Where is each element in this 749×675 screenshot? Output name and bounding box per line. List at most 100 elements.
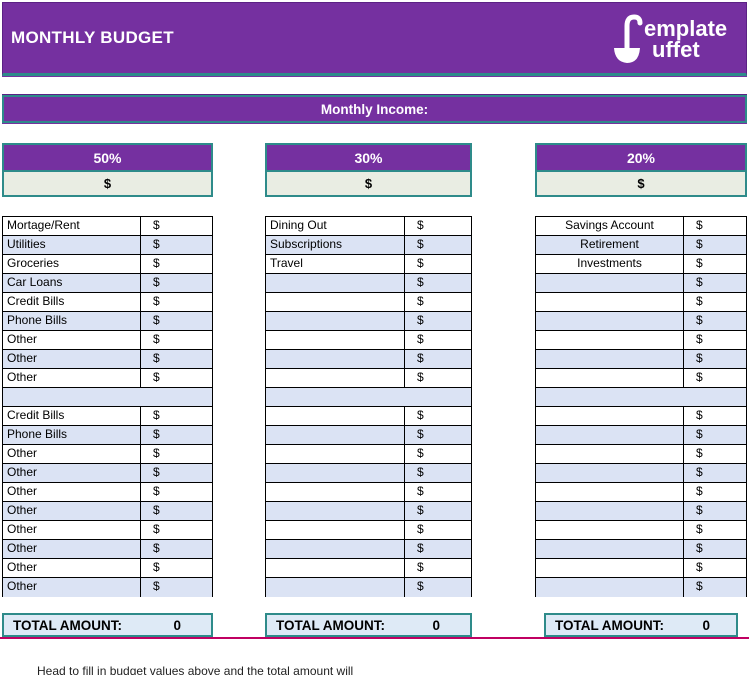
category-cell[interactable]: Retirement: [536, 236, 684, 254]
category-cell[interactable]: [536, 578, 684, 597]
category-cell[interactable]: [266, 483, 405, 501]
amount-cell[interactable]: $: [417, 332, 424, 346]
amount-cell[interactable]: $: [696, 427, 703, 441]
amount-cell[interactable]: [405, 388, 471, 406]
category-cell[interactable]: Travel: [266, 255, 405, 273]
amount-cell[interactable]: $: [696, 484, 703, 498]
amount-cell[interactable]: $: [417, 465, 424, 479]
amount-cell[interactable]: $: [153, 332, 160, 346]
category-cell[interactable]: [266, 331, 405, 349]
category-cell[interactable]: [266, 274, 405, 292]
category-cell[interactable]: Other: [3, 331, 141, 349]
category-cell[interactable]: [536, 388, 684, 406]
amount-cell[interactable]: $: [696, 370, 703, 384]
amount-cell[interactable]: $: [696, 313, 703, 327]
category-cell[interactable]: [266, 388, 405, 406]
category-cell[interactable]: Subscriptions: [266, 236, 405, 254]
amount-cell[interactable]: $: [153, 218, 160, 232]
amount-cell[interactable]: $: [153, 313, 160, 327]
total-value[interactable]: 0: [432, 617, 440, 633]
amount-cell[interactable]: $: [417, 541, 424, 555]
amount-cell[interactable]: $: [417, 427, 424, 441]
category-cell[interactable]: Other: [3, 521, 141, 539]
category-cell[interactable]: Other: [3, 540, 141, 558]
category-cell[interactable]: [536, 464, 684, 482]
category-cell[interactable]: Credit Bills: [3, 407, 141, 425]
category-cell[interactable]: Phone Bills: [3, 312, 141, 330]
category-cell[interactable]: [536, 426, 684, 444]
total-value[interactable]: 0: [173, 617, 181, 633]
category-cell[interactable]: Other: [3, 559, 141, 577]
category-cell[interactable]: [266, 464, 405, 482]
amount-cell[interactable]: $: [417, 256, 424, 270]
category-cell[interactable]: Other: [3, 502, 141, 520]
category-cell[interactable]: Investments: [536, 255, 684, 273]
category-cell[interactable]: [536, 483, 684, 501]
category-cell[interactable]: Groceries: [3, 255, 141, 273]
category-cell[interactable]: [266, 312, 405, 330]
category-cell[interactable]: [266, 521, 405, 539]
amount-cell[interactable]: [684, 388, 746, 406]
category-cell[interactable]: [536, 407, 684, 425]
category-cell[interactable]: [536, 540, 684, 558]
category-cell[interactable]: [266, 445, 405, 463]
amount-cell[interactable]: $: [153, 465, 160, 479]
amount-cell[interactable]: $: [417, 218, 424, 232]
category-cell[interactable]: Credit Bills: [3, 293, 141, 311]
category-cell[interactable]: [536, 559, 684, 577]
amount-cell[interactable]: $: [417, 484, 424, 498]
category-cell[interactable]: [536, 274, 684, 292]
category-cell[interactable]: Other: [3, 464, 141, 482]
amount-cell[interactable]: $: [696, 408, 703, 422]
amount-cell[interactable]: $: [417, 351, 424, 365]
amount-cell[interactable]: $: [153, 522, 160, 536]
category-cell[interactable]: Other: [3, 445, 141, 463]
amount-cell[interactable]: $: [696, 503, 703, 517]
amount-cell[interactable]: $: [696, 541, 703, 555]
category-cell[interactable]: Utilities: [3, 236, 141, 254]
amount-cell[interactable]: $: [153, 370, 160, 384]
amount-cell[interactable]: $: [696, 218, 703, 232]
amount-cell[interactable]: $: [153, 579, 160, 593]
category-cell[interactable]: [266, 540, 405, 558]
amount-cell[interactable]: $: [153, 351, 160, 365]
amount-cell[interactable]: $: [153, 408, 160, 422]
category-cell[interactable]: [536, 312, 684, 330]
category-cell[interactable]: [266, 559, 405, 577]
category-cell[interactable]: [536, 369, 684, 387]
category-cell[interactable]: Mortage/Rent: [3, 217, 141, 235]
category-cell[interactable]: [266, 369, 405, 387]
amount-cell[interactable]: $: [153, 294, 160, 308]
amount-cell[interactable]: $: [153, 446, 160, 460]
amount-cell[interactable]: [141, 388, 212, 406]
category-cell[interactable]: [266, 293, 405, 311]
income-amount-cell-30[interactable]: $: [267, 172, 470, 195]
category-cell[interactable]: Other: [3, 350, 141, 368]
income-amount-cell-20[interactable]: $: [537, 172, 745, 195]
amount-cell[interactable]: $: [153, 484, 160, 498]
category-cell[interactable]: [536, 293, 684, 311]
category-cell[interactable]: Car Loans: [3, 274, 141, 292]
amount-cell[interactable]: $: [153, 427, 160, 441]
amount-cell[interactable]: $: [696, 579, 703, 593]
amount-cell[interactable]: $: [417, 579, 424, 593]
category-cell[interactable]: [536, 445, 684, 463]
category-cell[interactable]: Other: [3, 578, 141, 597]
amount-cell[interactable]: $: [696, 332, 703, 346]
amount-cell[interactable]: $: [153, 503, 160, 517]
category-cell[interactable]: [266, 407, 405, 425]
category-cell[interactable]: Phone Bills: [3, 426, 141, 444]
amount-cell[interactable]: $: [696, 465, 703, 479]
category-cell[interactable]: [536, 350, 684, 368]
total-value[interactable]: 0: [702, 617, 710, 633]
amount-cell[interactable]: $: [417, 560, 424, 574]
amount-cell[interactable]: $: [696, 522, 703, 536]
amount-cell[interactable]: $: [417, 313, 424, 327]
category-cell[interactable]: Dining Out: [266, 217, 405, 235]
amount-cell[interactable]: $: [696, 351, 703, 365]
amount-cell[interactable]: $: [417, 370, 424, 384]
amount-cell[interactable]: $: [696, 560, 703, 574]
category-cell[interactable]: Savings Account: [536, 217, 684, 235]
category-cell[interactable]: Other: [3, 369, 141, 387]
category-cell[interactable]: [536, 521, 684, 539]
